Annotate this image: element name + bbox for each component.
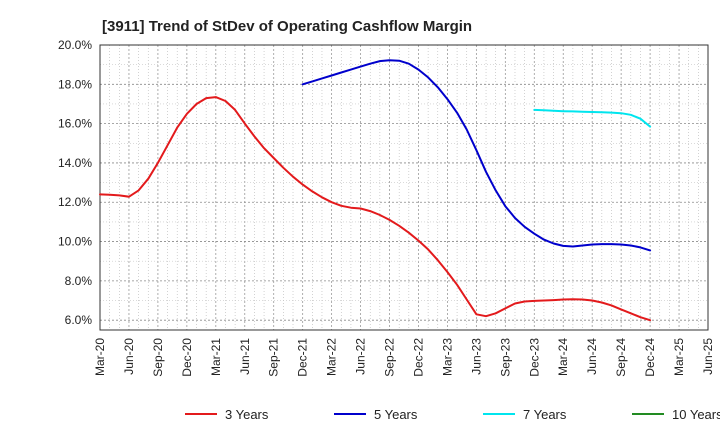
y-tick-label: 12.0% — [58, 195, 92, 209]
y-tick-label: 16.0% — [58, 117, 92, 131]
x-tick-label: Mar-24 — [556, 338, 570, 376]
x-tick-label: Jun-21 — [238, 338, 252, 375]
x-tick-label: Dec-23 — [527, 338, 541, 377]
x-tick-label: Jun-23 — [469, 338, 483, 375]
x-tick-label: Sep-23 — [498, 338, 512, 377]
legend-label-7-years: 7 Years — [523, 407, 567, 422]
x-axis: Mar-20 Jun-20 Sep-20 Dec-20 Mar-21 Jun-21 Sep-… — [93, 338, 715, 377]
x-tick-label: Jun-22 — [354, 338, 368, 375]
y-tick-label: 8.0% — [65, 274, 93, 288]
x-tick-label: Mar-25 — [672, 338, 686, 376]
x-tick-label: Mar-23 — [440, 338, 454, 376]
x-tick-label: Sep-20 — [151, 338, 165, 377]
x-tick-label: Dec-21 — [296, 338, 310, 377]
series-line-5-years — [301, 59, 652, 252]
x-tick-label: Sep-24 — [614, 338, 628, 377]
x-tick-label: Sep-22 — [383, 338, 397, 377]
chart-title: [3911] Trend of StDev of Operating Cashf… — [102, 18, 472, 35]
x-tick-label: Dec-22 — [411, 338, 425, 377]
legend-label-10-years: 10 Years — [672, 407, 720, 422]
grid — [99, 44, 709, 330]
y-tick-label: 10.0% — [58, 235, 92, 249]
x-tick-label: Mar-21 — [209, 338, 223, 376]
x-tick-label: Dec-24 — [643, 338, 657, 377]
x-tick-label: Jun-25 — [701, 338, 715, 375]
series-lines — [99, 59, 652, 322]
legend-label-5-years: 5 Years — [374, 407, 418, 422]
x-tick-label: Dec-20 — [180, 338, 194, 377]
y-tick-label: 6.0% — [65, 313, 93, 327]
y-tick-label: 14.0% — [58, 156, 92, 170]
series-line-3-years — [99, 96, 652, 322]
x-tick-label: Mar-20 — [93, 338, 107, 376]
plot-area — [99, 44, 709, 331]
x-tick-label: Mar-22 — [325, 338, 339, 376]
y-tick-label: 18.0% — [58, 77, 92, 91]
legend-label-3-years: 3 Years — [225, 407, 269, 422]
x-tick-label: Sep-21 — [267, 338, 281, 377]
series-line-7-years — [533, 108, 652, 128]
y-tick-label: 20.0% — [58, 38, 92, 52]
x-tick-label: Jun-20 — [122, 338, 136, 375]
x-tick-label: Jun-24 — [585, 338, 599, 375]
legend: 3 Years 5 Years 7 Years 10 Years — [185, 407, 720, 422]
y-axis: 6.0% 8.0% 10.0% 12.0% 14.0% 16.0% 18.0% 20.0% — [58, 38, 92, 327]
